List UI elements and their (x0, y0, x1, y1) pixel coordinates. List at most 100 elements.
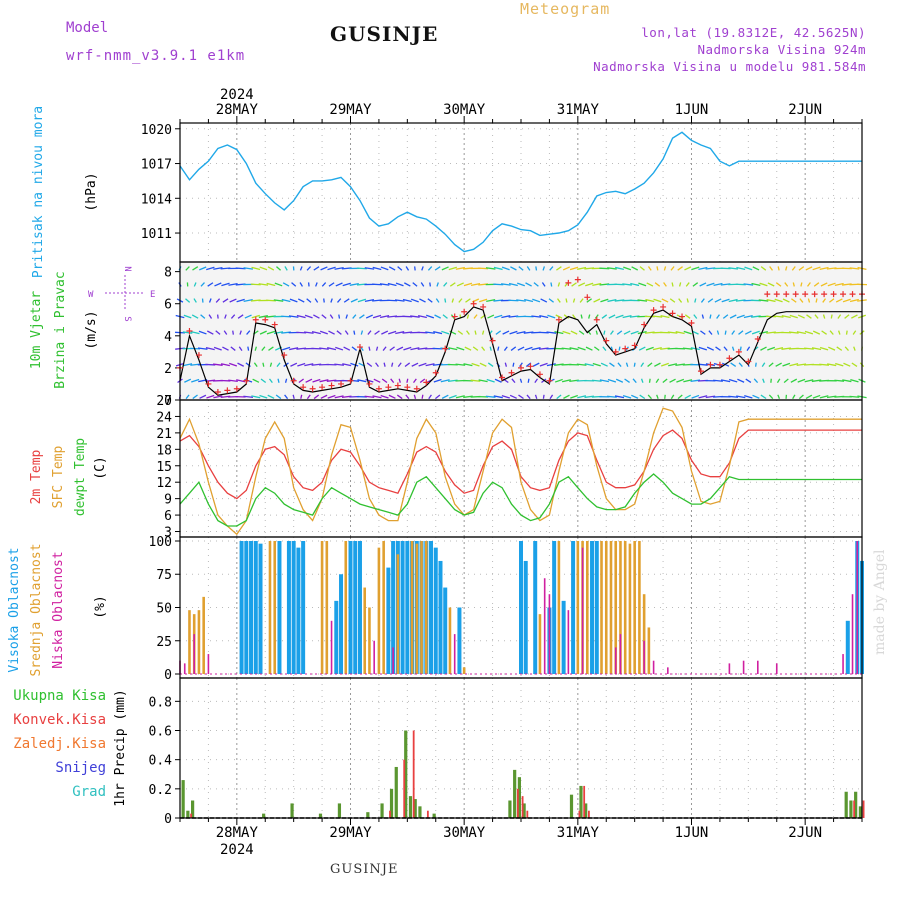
wind-arrow (584, 363, 594, 367)
wind-arrow (531, 315, 542, 318)
cloud-bar (842, 654, 844, 675)
wind-arrow (767, 346, 776, 351)
cloud-bar (291, 540, 296, 675)
wind-arrow (297, 362, 306, 367)
y-tick-label: 1011 (141, 227, 172, 242)
wind-arrow (372, 395, 382, 399)
precip-bar (579, 785, 583, 818)
wind-arrow (615, 378, 624, 383)
wind-arrow (281, 315, 292, 318)
wind-arrow (728, 267, 739, 270)
wind-arrow (791, 266, 796, 271)
wind-arrow (321, 314, 327, 319)
y-tick-label: 18 (156, 443, 172, 458)
wind-unit: (m/s) (84, 310, 99, 349)
wind-arrow (184, 378, 192, 383)
wind-arrow (404, 282, 411, 287)
wind-arrow (336, 298, 342, 303)
wind-arrow (433, 331, 443, 335)
wind-arrow (784, 282, 789, 287)
wind-arrow (261, 346, 266, 351)
wind-arrow (356, 267, 367, 270)
temp-ylabel-dewpt: dewpt Temp (73, 438, 88, 516)
wind-arrow (417, 314, 427, 319)
wind-arrow (785, 266, 788, 271)
temp-line-1 (179, 407, 862, 536)
wind-arrow (593, 346, 600, 351)
wind-arrow (607, 267, 617, 270)
wind-arrow (501, 394, 510, 399)
wind-arrow (206, 330, 214, 335)
wind-gust-marker (508, 369, 515, 376)
wind-arrow (835, 362, 844, 367)
wind-arrow (266, 282, 276, 287)
wind-arrow (259, 266, 268, 271)
wind-gust-marker (773, 291, 780, 298)
wind-arrow (640, 378, 644, 383)
wind-arrow (353, 330, 356, 335)
wind-arrow (675, 331, 685, 335)
wind-arrow (221, 282, 230, 287)
wind-arrow (224, 314, 227, 319)
wind-arrow (807, 282, 811, 287)
wind-arrow (548, 298, 554, 303)
wind-arrow (669, 298, 676, 303)
wind-arrow (360, 330, 364, 335)
y-tick-label: 24 (156, 410, 172, 425)
wind-arrow (541, 282, 546, 287)
wind-arrow (819, 266, 829, 270)
wind-arrow (837, 314, 842, 319)
wind-arrow (328, 330, 335, 335)
precip-bar (849, 800, 853, 818)
precip-legend-entry: Snijeg (55, 760, 106, 776)
wind-arrow (282, 282, 290, 287)
cloud-bar (188, 610, 191, 675)
wind-arrow (549, 394, 554, 400)
wind-arrow (630, 282, 640, 287)
wind-arrow (427, 298, 433, 303)
bottom-year-label: 2024 (220, 842, 254, 858)
wind-gust-marker (489, 337, 496, 344)
wind-arrow (485, 267, 496, 270)
wind-arrow (707, 298, 714, 303)
wind-arrow (577, 346, 586, 351)
wind-gust-marker (622, 345, 629, 352)
wind-arrow (706, 282, 715, 287)
wind-arrow (760, 346, 767, 351)
wind-arrow (351, 346, 357, 351)
wind-arrow (585, 282, 594, 287)
wind-arrow (546, 331, 557, 334)
wind-arrow (834, 379, 845, 382)
bottom-day-label: 1JUN (675, 825, 709, 841)
wind-arrow (463, 363, 473, 367)
page-title: GUSINJE (330, 22, 439, 46)
wind-gust-marker (849, 291, 856, 298)
wind-arrow (185, 394, 190, 400)
y-tick-label: 50 (156, 602, 172, 617)
wind-arrow (684, 314, 691, 319)
wind-arrow (207, 282, 214, 287)
wind-arrow (182, 363, 193, 367)
wind-arrow (479, 362, 487, 367)
wind-arrow (760, 394, 767, 400)
wind-arrow (391, 362, 394, 367)
wind-arrow (367, 330, 372, 335)
cloud-bar (557, 540, 561, 675)
wind-arrow (601, 314, 608, 319)
wind-arrow (320, 266, 328, 271)
wind-arrow (654, 282, 661, 287)
wind-arrow (632, 378, 637, 384)
cloud-bar (775, 663, 778, 675)
wind-gust-marker (195, 352, 202, 359)
wind-arrow (215, 330, 221, 335)
wind-arrow (743, 314, 753, 319)
wind-arrow (463, 282, 473, 287)
wind-arrow (546, 363, 556, 367)
wind-arrow (637, 299, 648, 302)
wind-arrow (497, 346, 500, 351)
wind-gust-marker (716, 361, 723, 368)
wind-arrow (345, 314, 348, 319)
wind-arrow (586, 298, 592, 303)
precip-bar (513, 769, 517, 818)
wind-arrow (260, 378, 267, 384)
